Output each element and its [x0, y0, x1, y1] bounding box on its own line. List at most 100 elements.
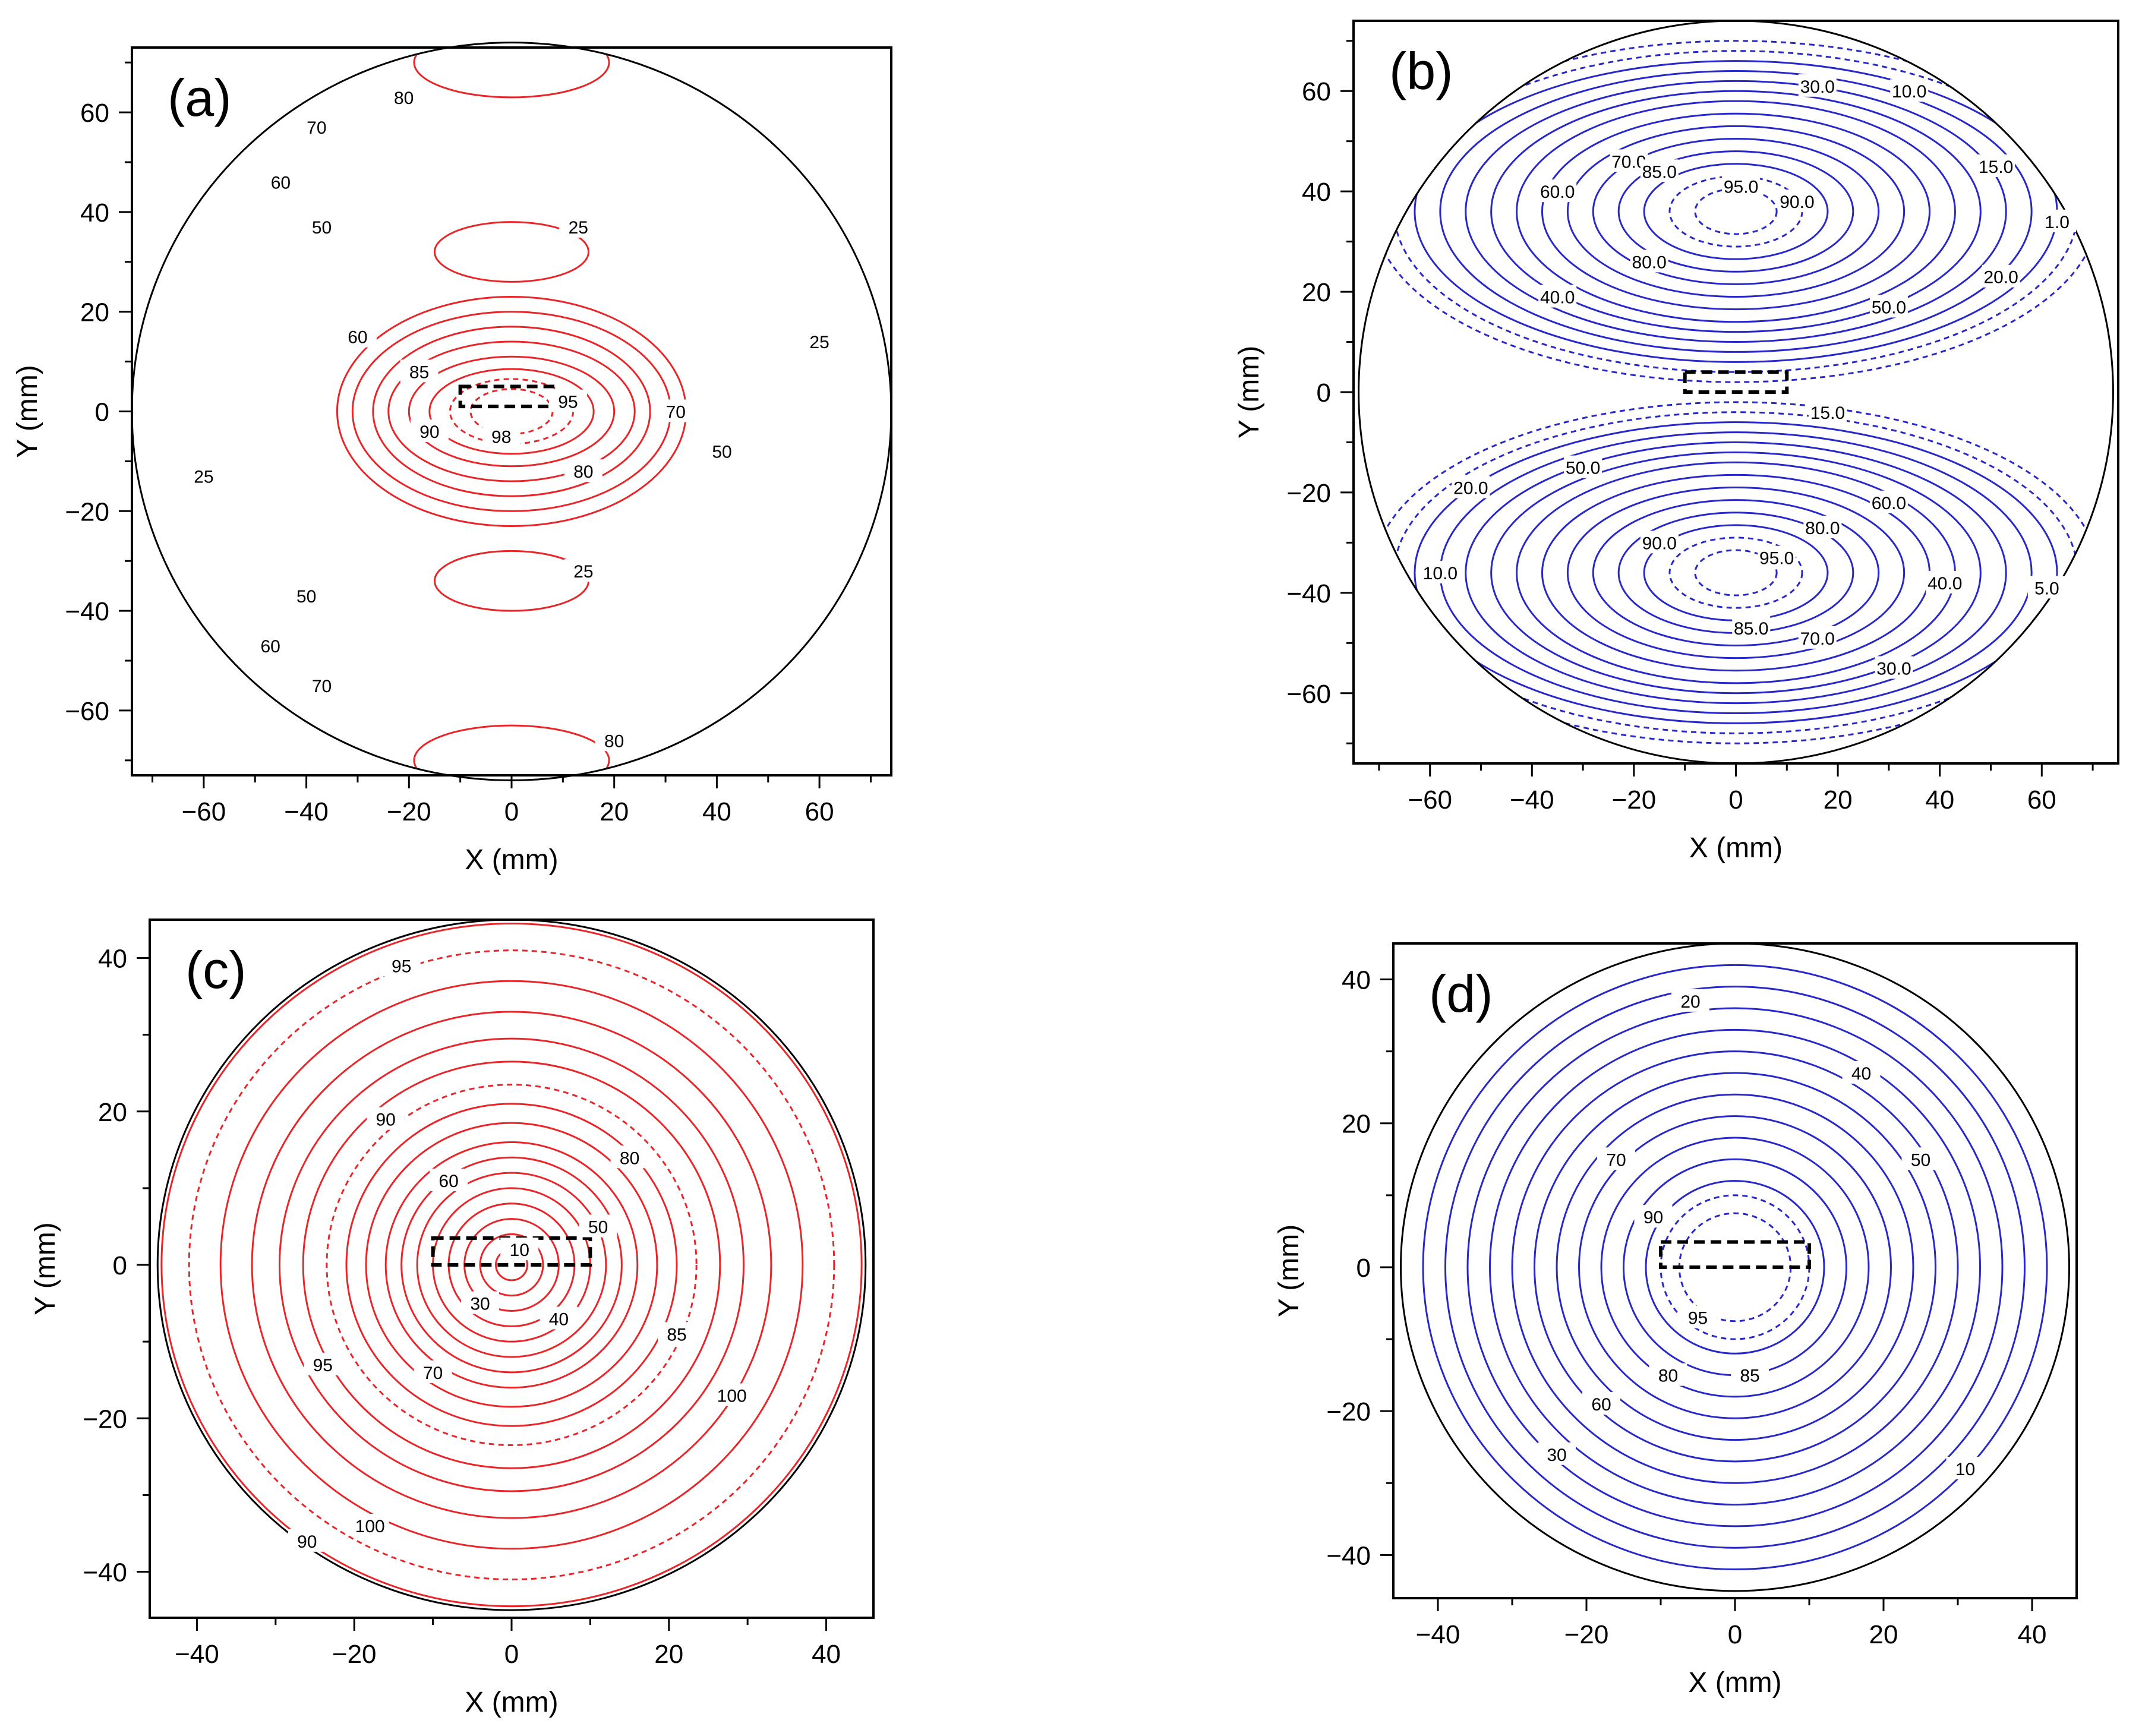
contour-label: 60	[1591, 1395, 1611, 1415]
contour-label: 50	[312, 218, 332, 238]
contour-line-dashed	[326, 1084, 698, 1446]
contour-label: 80	[1658, 1366, 1678, 1386]
x-tick-label: 20	[654, 1640, 683, 1669]
x-tick-label: −40	[284, 797, 329, 826]
contour-line	[1414, 421, 2058, 724]
contour-line	[408, 355, 616, 468]
contour-label: 90.0	[1642, 534, 1677, 553]
contour-label-bg	[1649, 1363, 1687, 1386]
panel-label: (b)	[1389, 42, 1453, 100]
contour-line	[1414, 60, 2058, 363]
x-tick-label: 0	[1728, 1620, 1742, 1649]
panel-c: −40 −20 0 20 40 −40 −20 0 20 40 X (mm) Y (mm) 95 90 80…	[30, 918, 875, 1718]
contour-line	[1592, 137, 1880, 285]
contour-line	[428, 368, 595, 455]
contour-line	[1444, 986, 2026, 1549]
y-tick-label: −40	[1326, 1541, 1371, 1570]
contour-label: 70	[307, 118, 326, 138]
x-tick-label: 40	[812, 1640, 841, 1669]
contour-label-bg	[540, 1306, 578, 1330]
contour-label-bg	[1946, 1457, 1985, 1480]
x-axis-title: X (mm)	[1688, 1667, 1781, 1699]
y-tick-label: 0	[1317, 378, 1331, 408]
x-axis-title: X (mm)	[1689, 832, 1783, 864]
contour-label: 95	[558, 393, 578, 412]
contour-label-bg	[430, 1169, 468, 1192]
contour-label-bg	[500, 1238, 539, 1261]
contour-label-bg	[302, 215, 341, 238]
y-tick-label: 0	[113, 1251, 127, 1280]
contour-label: 30	[470, 1295, 490, 1314]
contour-label: 20	[1680, 992, 1700, 1012]
contour-label-bg	[1798, 626, 1837, 649]
y-tick-label: 40	[80, 198, 109, 228]
y-tick-label: 0	[95, 398, 109, 427]
y-tick-label: 20	[98, 1098, 127, 1127]
x-tick-label: 20	[1824, 785, 1853, 815]
contour-label: 70	[1606, 1150, 1626, 1170]
contour-line	[479, 1233, 544, 1297]
contour-label-bg	[1582, 1392, 1620, 1415]
contour-label-bg	[548, 389, 587, 412]
contour-label: 60	[439, 1172, 458, 1191]
contour-label: 90	[297, 1532, 317, 1552]
contour-line	[302, 1060, 721, 1469]
contour-label: 95	[1688, 1309, 1708, 1328]
contour-line	[1645, 1180, 1825, 1355]
contour-label: 85	[409, 362, 429, 382]
y-axis-title: Y (mm)	[30, 1222, 61, 1315]
contour-group	[336, 42, 687, 781]
contour-label: 25	[809, 333, 829, 352]
contour-label: 1.0	[2045, 213, 2070, 232]
contour-label-bg	[579, 1214, 617, 1238]
contour-group	[160, 922, 863, 1608]
contour-label-bg	[1778, 190, 1816, 213]
contour-label: 10.0	[1423, 564, 1458, 583]
contour-line	[1465, 80, 2007, 343]
contour-group	[1373, 40, 2099, 744]
contour-label-bg	[1538, 1442, 1576, 1465]
contour-line	[1592, 499, 1880, 647]
x-tick-label: −20	[1564, 1620, 1609, 1649]
contour-line-dashed	[1393, 411, 2078, 734]
contour-label: 70.0	[1800, 629, 1835, 649]
contour-label-bg	[1630, 250, 1668, 273]
contour-label: 80.0	[1632, 252, 1666, 272]
contour-line	[1566, 125, 1906, 298]
y-tick-label: 40	[1342, 966, 1371, 995]
contour-label: 15.0	[1979, 157, 2013, 177]
x-axis-title: X (mm)	[465, 1687, 558, 1718]
x-tick-label: 60	[805, 797, 834, 826]
contour-label: 50.0	[1872, 298, 1906, 317]
contour-line	[387, 340, 636, 482]
contour-line	[384, 1141, 639, 1389]
contour-label-bg	[1722, 174, 1761, 197]
contour-label: 20.0	[1453, 478, 1488, 498]
contour-label-bg	[261, 170, 300, 193]
y-tick-label: −40	[83, 1558, 127, 1587]
contour-line	[336, 296, 687, 527]
contour-label-bg	[482, 424, 520, 447]
contour-label: 15.0	[1810, 403, 1845, 423]
y-tick-label: −20	[83, 1404, 127, 1434]
contour-label: 90	[376, 1110, 395, 1130]
contour-line	[365, 1122, 658, 1408]
boundary-circle	[1400, 942, 2070, 1592]
contour-label-bg	[1758, 545, 1796, 569]
contour-line	[1541, 112, 1931, 311]
y-tick-label: 20	[1302, 278, 1331, 307]
contour-label: 85	[667, 1325, 686, 1344]
y-tick-label: −60	[1286, 680, 1331, 709]
contour-label: 95.0	[1759, 549, 1794, 569]
contour-label-bg	[1982, 264, 2020, 288]
contour-label-bg	[338, 324, 377, 348]
contour-label: 85.0	[1734, 619, 1768, 639]
contour-label-bg	[1634, 1205, 1673, 1228]
contour-line	[1534, 1072, 1936, 1463]
contour-label: 50	[1911, 1150, 1930, 1170]
contour-line-dashed	[188, 949, 835, 1580]
contour-label: 80	[604, 731, 624, 751]
panel-label: (d)	[1429, 964, 1493, 1023]
contour-label-bg	[302, 673, 341, 696]
x-tick-label: 40	[702, 797, 731, 826]
